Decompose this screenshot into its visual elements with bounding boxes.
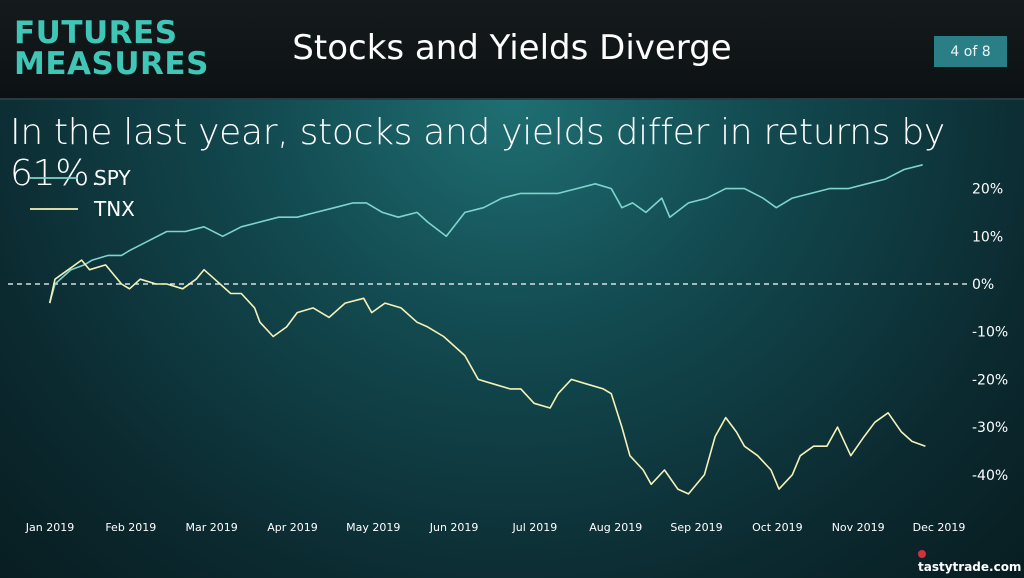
tastytrade-branding: tastytrade.com: [918, 546, 1024, 574]
y-tick-label: 20%: [972, 182, 1003, 198]
y-tick-label: -10%: [972, 325, 1008, 341]
y-tick-label: -40%: [972, 468, 1008, 484]
y-tick-label: -30%: [972, 420, 1008, 436]
logo-line-1: FUTURES: [14, 15, 178, 51]
futures-measures-logo: FUTURES MEASURES: [14, 18, 209, 80]
x-tick-label: Feb 2019: [105, 521, 156, 534]
series-line-spy: [48, 164, 923, 304]
y-tick-label: -20%: [972, 372, 1008, 388]
chart-panel: [0, 100, 1024, 578]
y-tick-label: 0%: [972, 277, 994, 293]
slide-header: FUTURES MEASURES Stocks and Yields Diver…: [0, 0, 1024, 100]
logo-line-2: MEASURES: [14, 46, 209, 82]
slide-title: Stocks and Yields Diverge: [292, 28, 732, 68]
slide-subtitle: In the last year, stocks and yields diff…: [10, 112, 945, 194]
x-tick-label: Mar 2019: [186, 521, 238, 534]
x-tick-label: May 2019: [346, 521, 400, 534]
legend-label-tnx: TNX: [93, 197, 135, 221]
legend-label-spy: SPY: [94, 166, 131, 190]
x-tick-label: Jun 2019: [429, 521, 479, 534]
series-line-tnx: [48, 259, 926, 495]
x-tick-label: Nov 2019: [832, 521, 885, 534]
x-tick-label: Apr 2019: [267, 521, 318, 534]
x-tick-label: Jul 2019: [512, 521, 558, 534]
y-tick-label: 10%: [972, 229, 1003, 245]
cherry-icon: [918, 550, 926, 558]
slide-counter-badge: 4 of 8: [934, 36, 1007, 67]
x-tick-label: Aug 2019: [589, 521, 642, 534]
x-tick-label: Oct 2019: [752, 521, 803, 534]
x-tick-label: Jan 2019: [25, 521, 74, 534]
x-tick-label: Sep 2019: [670, 521, 722, 534]
x-tick-label: Dec 2019: [913, 521, 966, 534]
branding-text: tastytrade.com: [918, 560, 1022, 574]
